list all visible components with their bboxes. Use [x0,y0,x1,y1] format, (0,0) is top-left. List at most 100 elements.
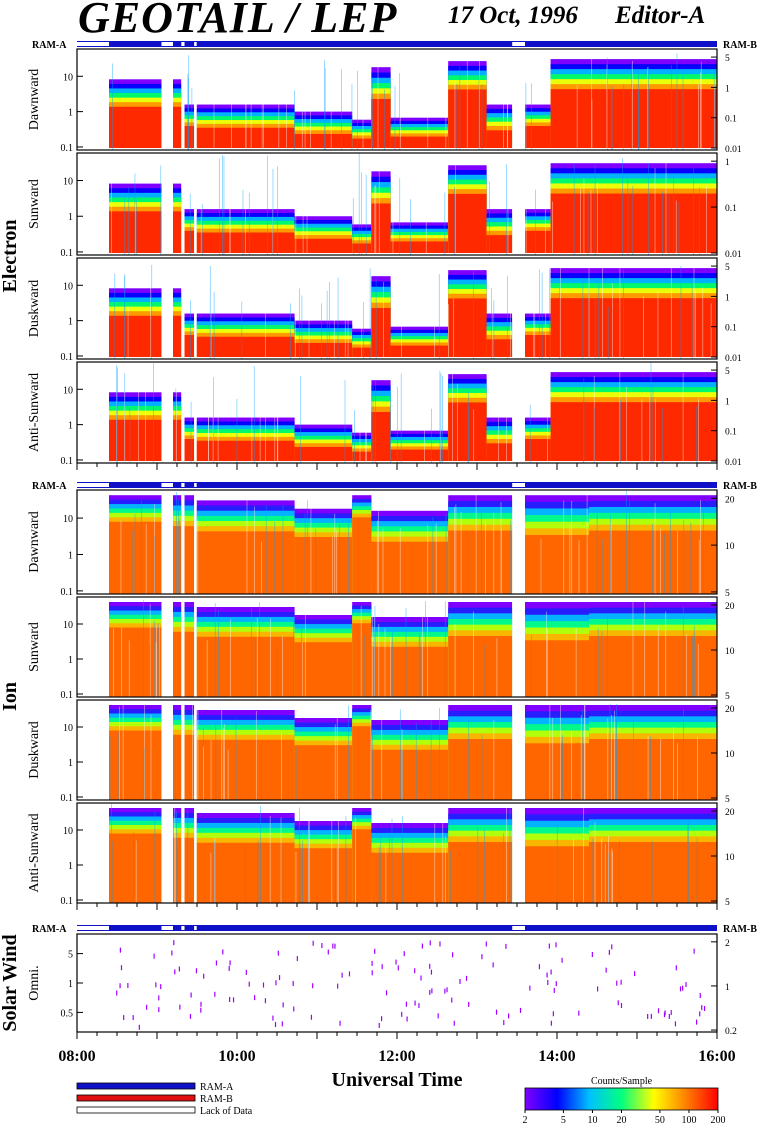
solar-wind-point-11 [591,952,593,958]
panel-5-right-tick-label-2: 5 [725,692,730,702]
spectrogram-band-6-0-6 [109,730,162,800]
spectrogram-band-2-1-6 [173,315,182,357]
solar-wind-point-1 [696,1019,698,1025]
solar-wind-point-58 [264,998,267,1004]
spectrogram-band-2-4-6 [294,342,353,357]
solar-wind-point-138 [371,960,373,966]
data-gap-6-3 [194,700,197,800]
solar-wind-point-18 [550,969,552,975]
panel-0-right-tick-label-3: 0.01 [725,145,742,155]
solar-wind-point-97 [508,1013,510,1019]
spectrogram-band-3-3-6 [196,440,295,461]
spectrogram-band-1-6-6 [371,203,391,253]
spectrogram-band-3-6-6 [371,411,391,461]
panel-6: Duskward 10 1 0.1 20 10 5 [27,699,735,805]
spectrogram-band-1-9-6 [486,235,513,253]
solar-wind-point-9 [633,971,636,977]
panel-frame-0 [76,48,718,151]
panel-label-5: Sunward [27,622,42,672]
panel-7-right-tick-label-1: 10 [725,853,735,863]
solar-wind-point-53 [550,1020,552,1026]
solar-wind-point-68 [406,1016,408,1022]
data-gap-3-0 [77,362,109,463]
spectrogram-band-2-6-6 [371,307,391,357]
solar-wind-point-96 [232,997,235,1003]
spectrogram-band-6-8-6 [525,743,589,800]
data-gap-7-0 [77,803,109,903]
data-gap-4-2 [181,490,185,594]
panel-2-right-tick-label-3: 0.01 [725,354,742,364]
ram-bar-solar-gap-2 [181,926,185,930]
solar-wind-point-73 [296,956,298,962]
ram-bar-electron-gap-2 [181,42,185,46]
data-gap-5-2 [181,597,185,697]
data-gap-2-2 [181,258,185,359]
panel-8-right-tick-label-2: 0.2 [725,1027,737,1037]
panel-4-right-tick-label-1: 10 [725,542,735,552]
solar-wind-point-111 [248,981,250,987]
panel-4-left-tick-label-1: 1 [68,550,73,561]
x-tick-label-4: 16:00 [698,1048,735,1065]
solar-wind-point-35 [262,982,265,988]
spectrogram-band-7-7-6 [448,842,513,903]
panel-7-left-tick-label-2: 0.1 [61,896,74,907]
solar-wind-point-7 [608,949,610,955]
spectrogram-band-6-7-6 [448,739,513,800]
solar-wind-point-114 [278,975,281,981]
ram-bar-ion-gap-1 [161,483,173,487]
panel-1-right-tick-label-1: 0.1 [725,204,737,214]
data-gap-2-3 [194,258,197,359]
panel-4: Dawnward 10 1 0.1 20 10 5 [27,489,735,599]
solar-wind-point-46 [519,1007,522,1013]
solar-wind-point-48 [178,966,180,972]
colorbar-tick-label-2: 10 [587,1115,597,1126]
data-gap-2-0 [77,258,109,359]
solar-wind-point-83 [228,965,230,971]
ram-bar-electron-gap-1 [161,42,173,46]
spectrogram-band-1-8-6 [448,193,487,253]
data-gap-6-2 [181,700,185,800]
data-gap-4-3 [194,490,197,594]
legend-swatch-1 [76,1094,196,1102]
spectrogram-band-0-4-6 [294,133,353,148]
solar-wind-point-82 [674,1021,677,1027]
spectrogram-band-3-11-6 [550,402,717,461]
ram-bar-ion-gap-4 [512,483,525,487]
panel-0-right-tick-label-0: 5 [725,54,730,64]
panel-frame-1 [76,152,718,256]
panel-1-right-tick-label-0: 1 [725,158,730,168]
spectrogram-band-2-7-6 [390,345,449,357]
spectrogram-band-7-9-6 [589,842,717,903]
colorbar-title: Counts/Sample [591,1076,653,1087]
panel-frame-6 [76,699,718,801]
spectrogram-band-1-7-6 [390,241,449,253]
solar-wind-point-62 [555,942,557,948]
panel-3-left-tick-label-2: 0.1 [61,456,74,467]
spectrogram-band-0-5-6 [352,138,372,148]
panel-label-1: Sunward [27,179,42,229]
panel-4-left-tick-label-0: 10 [63,514,73,525]
solar-wind-point-102 [179,1004,181,1010]
spectrogram-band-5-2-6 [184,631,195,697]
solar-wind-point-67 [153,953,155,959]
solar-wind-point-59 [444,988,446,994]
spectrogram-band-5-8-6 [525,640,589,697]
panel-frame-2 [76,257,718,360]
data-gap-7-1 [161,803,173,903]
solar-wind-point-103 [596,986,599,992]
panel-5-left-tick-label-2: 0.1 [61,690,74,701]
panel-7-right-tick-label-2: 5 [725,898,730,908]
colorbar-tick-label-5: 100 [681,1115,696,1126]
group-label-0: Electron [0,220,21,293]
editor-label: Editor-A [615,2,706,29]
panel-1-left-tick-label-0: 10 [63,177,73,188]
x-tick-label-1: 10:00 [218,1048,255,1065]
ram-bar-solar-fill [77,925,717,931]
panel-2-right-tick-label-1: 1 [725,293,730,303]
ram-bar-solar-left-label: RAM-A [32,924,67,935]
spectrogram-band-3-8-6 [448,402,487,461]
solar-wind-point-126 [292,980,294,986]
solar-wind-point-6 [200,1007,202,1013]
panel-6-right-tick-label-2: 5 [725,795,730,805]
